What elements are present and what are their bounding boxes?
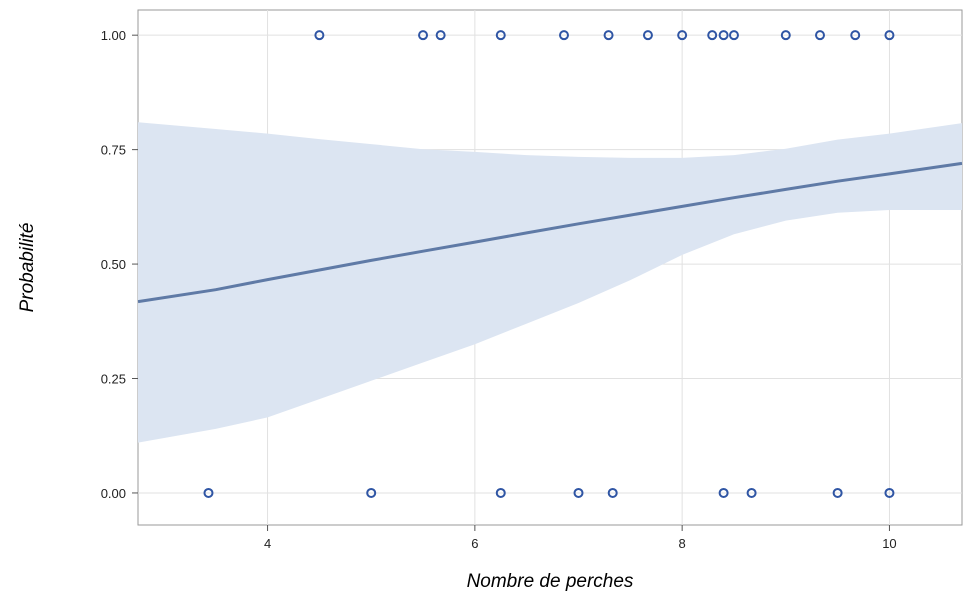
data-point	[573, 487, 584, 498]
y-tick-label: 0.75	[101, 143, 126, 158]
y-tick-label: 0.50	[101, 257, 126, 272]
data-point	[718, 30, 729, 41]
fit-line-layer	[137, 161, 963, 304]
fit-line	[137, 161, 963, 304]
data-point	[495, 30, 506, 41]
x-tick-label: 4	[264, 536, 271, 551]
data-point	[203, 487, 214, 498]
x-tick-label: 10	[882, 536, 896, 551]
confidence-band	[138, 122, 962, 443]
axis-ticks: 4 6 8 10 0.00 0.25 0.50 0.75 1.00	[101, 28, 897, 551]
data-point	[366, 487, 377, 498]
data-point	[707, 30, 718, 41]
data-point	[832, 487, 843, 498]
data-point	[718, 487, 729, 498]
data-point	[815, 30, 826, 41]
data-point	[677, 30, 688, 41]
x-tick-label: 6	[471, 536, 478, 551]
data-point	[746, 487, 757, 498]
data-point	[314, 30, 325, 41]
confidence-band-layer	[138, 122, 962, 443]
data-point	[642, 30, 653, 41]
y-tick-label: 0.00	[101, 486, 126, 501]
data-point	[495, 487, 506, 498]
y-axis-title: Probabilité	[17, 223, 38, 313]
x-tick-label: 8	[679, 536, 686, 551]
scatter-points	[203, 30, 895, 498]
data-point	[603, 30, 614, 41]
data-point	[607, 487, 618, 498]
data-point	[850, 30, 861, 41]
data-point	[884, 487, 895, 498]
y-tick-label: 0.25	[101, 372, 126, 387]
data-point	[558, 30, 569, 41]
y-tick-label: 1.00	[101, 28, 126, 43]
data-point	[884, 30, 895, 41]
data-point	[728, 30, 739, 41]
data-point	[780, 30, 791, 41]
data-point	[418, 30, 429, 41]
x-axis-title: Nombre de perches	[467, 571, 634, 592]
data-point	[435, 30, 446, 41]
